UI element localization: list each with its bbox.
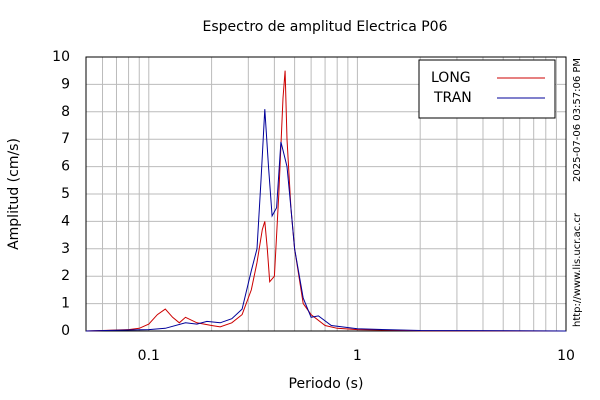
y-tick-label: 5: [61, 186, 70, 202]
y-tick-label: 3: [61, 241, 70, 257]
x-tick-label: 1: [353, 348, 362, 364]
y-tick-label: 10: [52, 49, 70, 65]
x-axis-label: Periodo (s): [289, 376, 364, 392]
y-tick-label: 2: [61, 268, 70, 284]
url: http://www.lis.ucr.ac.cr: [572, 212, 583, 327]
y-tick-label: 1: [61, 296, 70, 312]
x-tick-label: 0.1: [138, 348, 160, 364]
y-tick-label: 9: [61, 76, 70, 92]
y-tick-label: 4: [61, 213, 70, 229]
series-line: [85, 70, 567, 332]
y-tick-label: 8: [61, 104, 70, 120]
y-tick-label: 0: [61, 323, 70, 339]
series-line: [85, 109, 567, 332]
plot-frame: [85, 56, 567, 332]
legend-label: LONG: [431, 70, 471, 86]
y-axis-label: Amplitud (cm/s): [6, 138, 22, 250]
timestamp: 2025-07-06 03:57:06 PM: [572, 58, 583, 182]
x-tick-label: 10: [557, 348, 575, 364]
legend-label: TRAN: [433, 90, 472, 106]
legend-box: [418, 59, 556, 119]
y-tick-label: 6: [61, 159, 70, 175]
chart-title: Espectro de amplitud Electrica P06: [203, 19, 448, 35]
y-tick-label: 7: [61, 131, 70, 147]
